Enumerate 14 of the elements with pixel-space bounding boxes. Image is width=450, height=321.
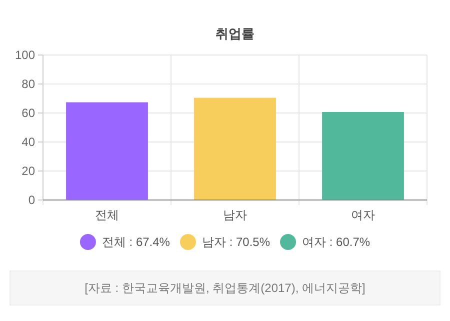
- chart-title: 취업률: [216, 26, 254, 41]
- x-tick-label: 남자: [223, 208, 247, 222]
- y-tick-label: 0: [28, 193, 36, 207]
- x-tick-label: 전체: [95, 208, 119, 222]
- y-tick-label: 20: [22, 164, 36, 178]
- y-tick-label: 40: [22, 135, 36, 149]
- legend-label: 남자 : 70.5%: [202, 235, 270, 249]
- y-tick-label: 60: [22, 106, 36, 120]
- y-tick-label: 80: [22, 77, 36, 91]
- text: [자료 : 한국교육개발원, 취업통계(2017), 에너지공학]: [84, 281, 366, 295]
- x-tick-label: 여자: [351, 208, 375, 222]
- y-tick-label: 100: [14, 48, 36, 62]
- legend-label: 전체 : 67.4%: [102, 235, 170, 249]
- legend-label: 여자 : 60.7%: [302, 235, 370, 249]
